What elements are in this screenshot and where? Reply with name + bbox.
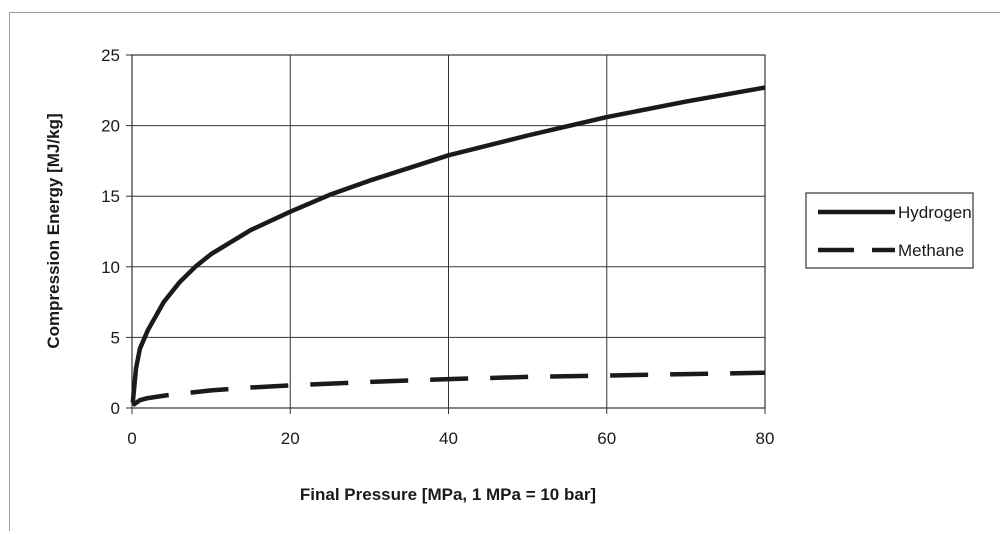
y-tick-label: 5 — [111, 328, 120, 347]
grid — [132, 55, 765, 408]
series-line-methane — [131, 370, 766, 408]
x-tick-label: 40 — [439, 429, 458, 448]
x-tick-label: 20 — [281, 429, 300, 448]
legend-label-hydrogen: Hydrogen — [898, 203, 972, 222]
x-tick-label: 60 — [597, 429, 616, 448]
y-tick-label: 0 — [111, 399, 120, 418]
x-axis-title: Final Pressure [MPa, 1 MPa = 10 bar] — [300, 485, 596, 504]
legend: Hydrogen Methane — [805, 192, 974, 269]
x-tick-label: 80 — [756, 429, 775, 448]
y-tick-label: 15 — [101, 187, 120, 206]
y-axis-title: Compression Energy [MJ/kg] — [44, 113, 63, 348]
y-tick-label: 10 — [101, 258, 120, 277]
y-tick-label: 25 — [101, 46, 120, 65]
x-axis-ticks: 0 20 40 60 80 — [127, 408, 774, 448]
legend-label-methane: Methane — [898, 241, 964, 260]
y-tick-label: 20 — [101, 117, 120, 136]
y-axis-ticks: 0 5 10 15 20 25 — [101, 46, 132, 418]
series-line-hydrogen — [130, 85, 766, 403]
series-layer — [130, 85, 766, 408]
x-tick-label: 0 — [127, 429, 136, 448]
legend-box — [805, 192, 974, 269]
